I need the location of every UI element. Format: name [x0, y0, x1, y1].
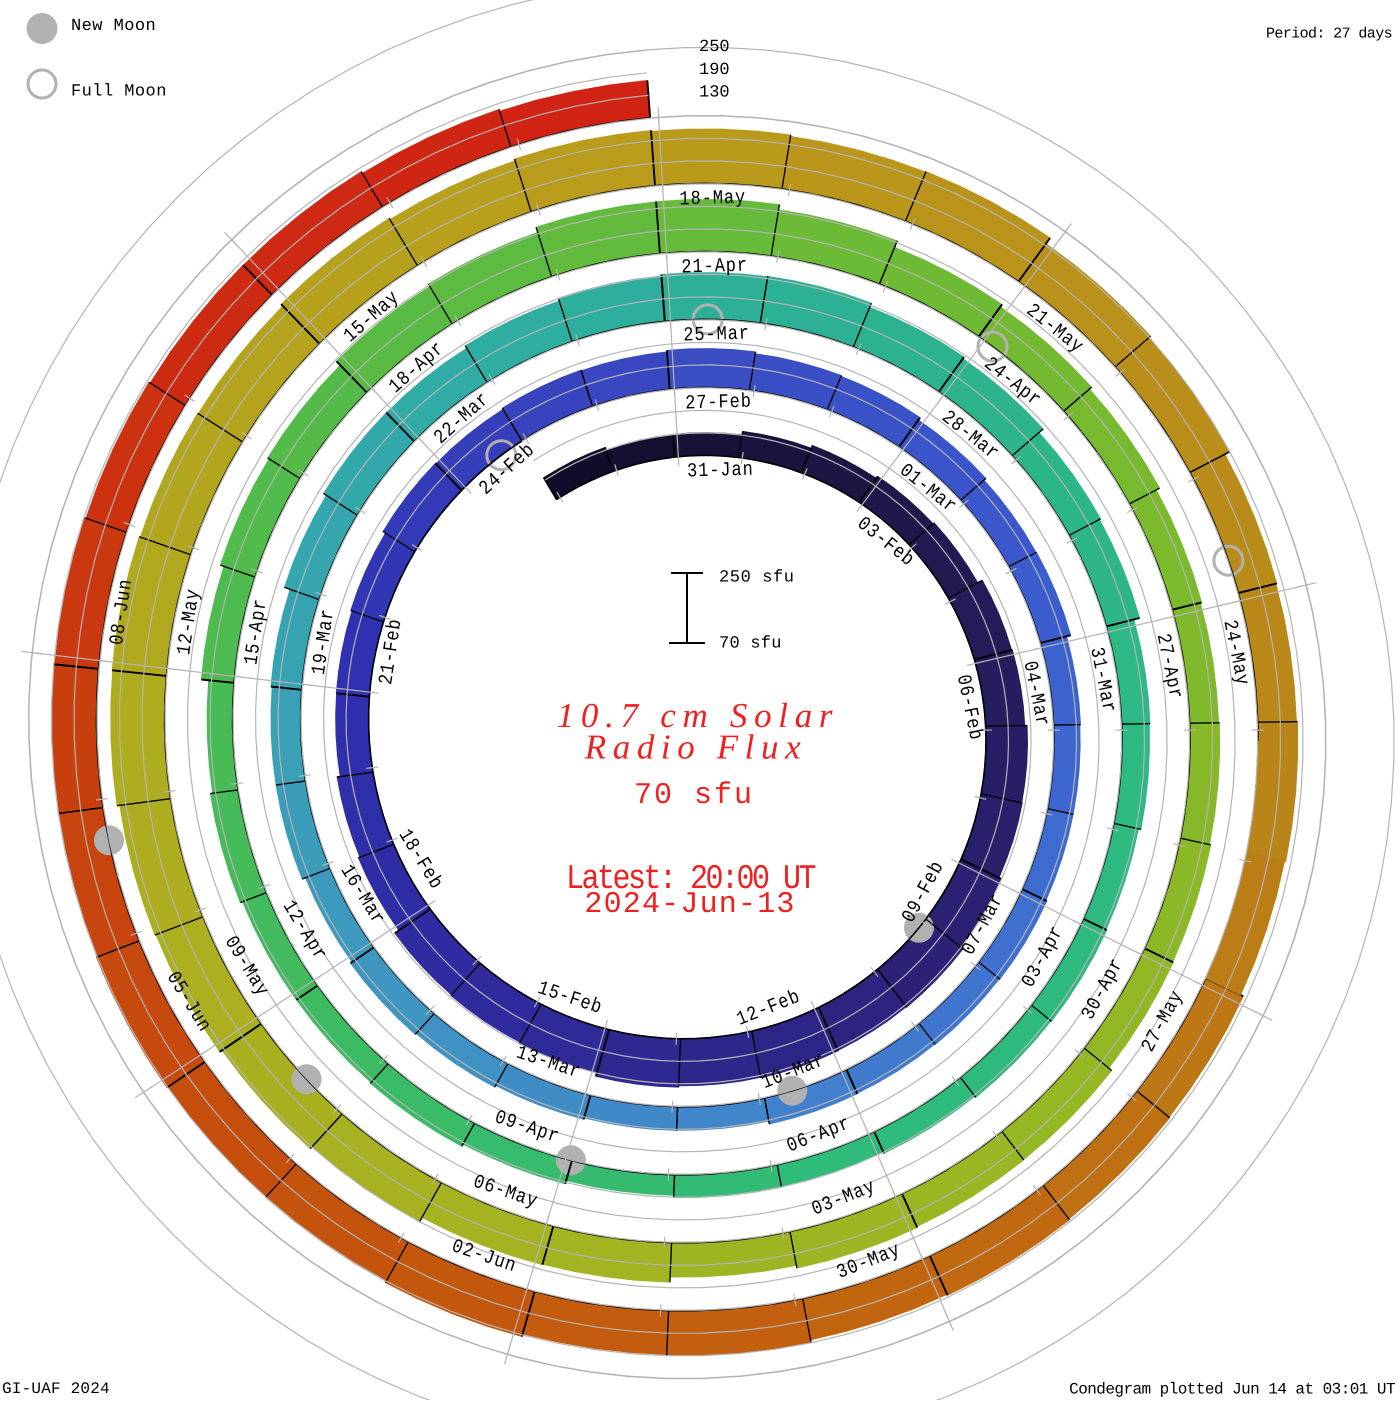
- svg-text:Period: 27 days: Period: 27 days: [1266, 26, 1392, 43]
- svg-text:New Moon: New Moon: [71, 17, 156, 36]
- svg-text:18-May: 18-May: [679, 187, 746, 211]
- svg-text:250: 250: [699, 38, 730, 57]
- svg-text:21-Apr: 21-Apr: [681, 255, 748, 279]
- svg-text:25-Mar: 25-Mar: [683, 323, 750, 347]
- svg-text:70 sfu: 70 sfu: [634, 779, 754, 813]
- svg-text:31-Jan: 31-Jan: [687, 459, 754, 483]
- svg-text:Full Moon: Full Moon: [71, 83, 167, 102]
- svg-text:27-Feb: 27-Feb: [685, 391, 752, 415]
- svg-text:Condegram plotted Jun 14 at 03: Condegram plotted Jun 14 at 03:01 UT: [1069, 1381, 1395, 1399]
- svg-text:70 sfu: 70 sfu: [719, 635, 782, 654]
- svg-text:Radio Flux: Radio Flux: [584, 728, 808, 767]
- svg-text:250 sfu: 250 sfu: [719, 569, 795, 588]
- svg-text:190: 190: [699, 61, 730, 80]
- svg-text:130: 130: [699, 84, 730, 103]
- svg-text:GI-UAF 2024: GI-UAF 2024: [2, 1380, 110, 1398]
- svg-text:2024-Jun-13: 2024-Jun-13: [584, 888, 795, 922]
